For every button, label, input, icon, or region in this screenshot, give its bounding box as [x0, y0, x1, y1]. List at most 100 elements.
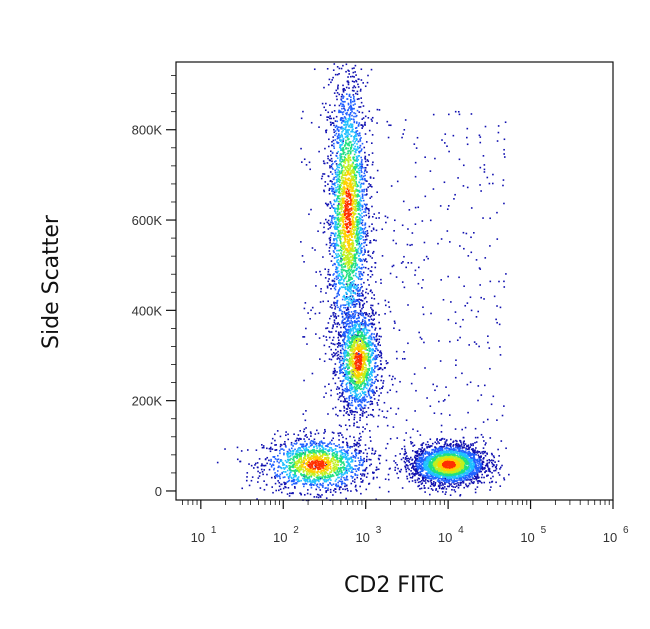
- event-dot: [396, 437, 399, 439]
- event-dot: [499, 354, 502, 356]
- event-dot: [340, 472, 342, 475]
- event-dot: [336, 128, 339, 130]
- event-dot: [257, 466, 259, 469]
- event-dot: [457, 453, 459, 455]
- event-dot: [468, 455, 471, 457]
- event-dot: [499, 485, 502, 487]
- event-dot: [357, 295, 360, 297]
- event-dot: [361, 124, 364, 127]
- event-dot: [358, 273, 361, 275]
- event-dot: [336, 354, 339, 357]
- event-dot: [349, 392, 352, 394]
- event-dot: [346, 129, 349, 132]
- event-dot: [366, 171, 368, 173]
- event-dot: [329, 253, 331, 255]
- event-dot: [343, 331, 345, 334]
- event-dot: [440, 438, 443, 441]
- event-dot: [292, 453, 295, 455]
- event-dot: [278, 481, 281, 484]
- event-dot: [358, 243, 360, 246]
- event-dot: [439, 205, 442, 207]
- event-dot: [355, 396, 358, 399]
- event-dot: [360, 174, 363, 177]
- event-dot: [342, 391, 344, 394]
- event-dot: [404, 119, 407, 121]
- event-dot: [241, 487, 244, 490]
- event-dot: [481, 451, 484, 453]
- event-dot: [397, 407, 400, 410]
- event-dot: [362, 392, 364, 394]
- event-dot: [258, 458, 261, 460]
- event-dot: [337, 485, 340, 488]
- event-dot: [283, 443, 285, 445]
- event-dot: [460, 450, 463, 453]
- event-dot: [324, 385, 326, 388]
- event-dot: [331, 144, 333, 147]
- event-dot: [407, 228, 409, 230]
- event-dot: [411, 441, 414, 444]
- event-dot: [353, 138, 355, 140]
- event-dot: [343, 326, 346, 328]
- event-dot: [424, 459, 426, 461]
- event-dot: [344, 471, 346, 474]
- event-dot: [342, 335, 344, 337]
- event-dot: [407, 465, 409, 467]
- event-dot: [485, 442, 487, 444]
- event-dot: [369, 184, 372, 186]
- event-dot: [360, 477, 362, 480]
- event-dot: [357, 147, 360, 150]
- event-dot: [271, 486, 274, 488]
- event-dot: [328, 278, 330, 280]
- event-dot: [346, 444, 349, 447]
- event-dot: [350, 329, 353, 331]
- event-dot: [496, 419, 498, 421]
- event-dot: [417, 206, 420, 209]
- event-dot: [358, 162, 361, 165]
- event-dot: [378, 454, 380, 457]
- event-dot: [416, 469, 418, 471]
- event-dot: [364, 230, 367, 233]
- event-dot: [358, 289, 361, 292]
- event-dot: [374, 266, 377, 269]
- event-dot: [347, 465, 349, 467]
- event-dot: [420, 457, 422, 460]
- event-dot: [366, 395, 368, 398]
- event-dot: [329, 331, 331, 333]
- event-dot: [478, 451, 481, 453]
- event-dot: [361, 166, 364, 169]
- event-dot: [362, 396, 364, 399]
- event-dot: [413, 473, 416, 475]
- event-dot: [361, 463, 363, 466]
- event-dot: [357, 155, 360, 157]
- event-dot: [436, 439, 438, 441]
- event-dot: [370, 195, 373, 198]
- event-dot: [429, 470, 432, 472]
- event-dot: [353, 76, 355, 78]
- event-dot: [335, 484, 337, 486]
- event-dot: [359, 198, 361, 201]
- event-dot: [448, 452, 451, 455]
- event-dot: [352, 71, 355, 74]
- event-dot: [382, 382, 384, 384]
- event-dot: [353, 280, 355, 282]
- event-dot: [347, 335, 349, 338]
- event-dot: [502, 179, 505, 181]
- event-dot: [287, 450, 289, 453]
- event-dot: [385, 360, 387, 362]
- event-dot: [276, 470, 279, 472]
- event-dot: [344, 483, 347, 485]
- event-dot: [364, 85, 367, 88]
- event-dot: [416, 136, 419, 139]
- event-dot: [355, 449, 358, 451]
- event-dot: [315, 445, 318, 447]
- event-dot: [413, 143, 416, 145]
- event-dot: [429, 219, 432, 222]
- event-dot: [331, 232, 334, 234]
- event-dot: [333, 297, 336, 299]
- event-dot: [346, 372, 349, 374]
- event-dot: [374, 365, 377, 368]
- event-dot: [352, 303, 355, 306]
- event-dot: [472, 449, 475, 452]
- event-dot: [336, 152, 338, 155]
- event-dot: [341, 452, 344, 455]
